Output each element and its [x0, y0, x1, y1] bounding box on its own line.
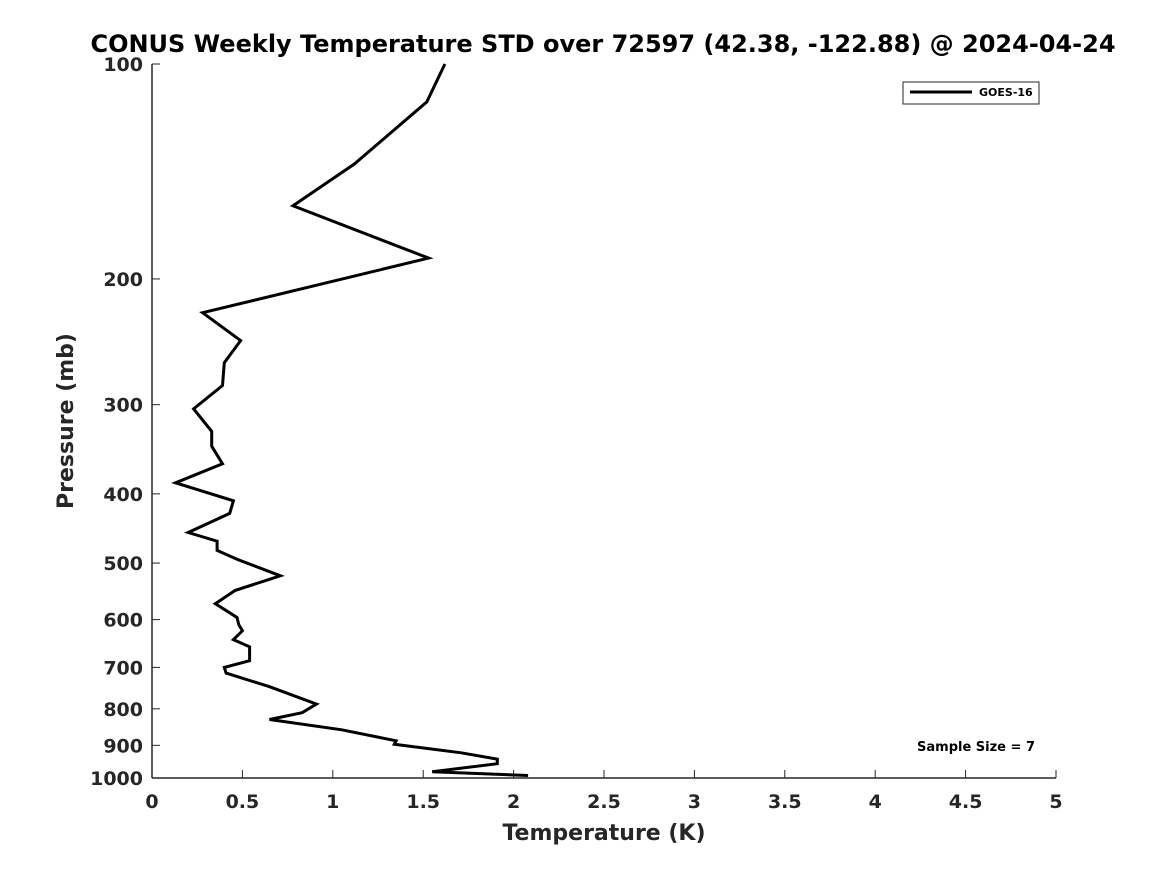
y-tick-label: 700: [103, 657, 143, 679]
x-tick-label: 2.5: [587, 791, 621, 813]
y-axis-ticks: 100 200 300 400 500 600 700 800 900 1000: [90, 54, 160, 790]
x-tick-label: 4.5: [949, 791, 983, 813]
y-tick-label: 600: [103, 610, 143, 632]
y-tick-label: 300: [103, 395, 143, 417]
y-tick-label: 900: [103, 735, 143, 757]
x-tick-label: 4: [869, 791, 882, 813]
x-tick-label: 0: [145, 791, 158, 813]
series-lines: [171, 63, 529, 777]
x-tick-label: 2: [507, 791, 520, 813]
y-axis-label: Pressure (mb): [54, 333, 79, 509]
series-line-goes-16: [171, 63, 529, 777]
x-tick-label: 1.5: [406, 791, 440, 813]
y-tick-label: 800: [103, 699, 143, 721]
x-tick-label: 0.5: [226, 791, 260, 813]
y-tick-label: 500: [103, 553, 143, 575]
y-tick-label: 200: [103, 269, 143, 291]
y-tick-label: 1000: [90, 768, 143, 790]
x-axis-label: Temperature (K): [502, 821, 705, 846]
legend: GOES-16: [902, 81, 1040, 105]
sample-size-annotation: Sample Size = 7: [917, 740, 1035, 755]
y-tick-label: 100: [103, 54, 143, 76]
y-tick-label: 400: [103, 484, 143, 506]
axes-background: [152, 64, 1056, 778]
x-tick-label: 1: [326, 791, 339, 813]
x-tick-label: 3: [688, 791, 701, 813]
legend-label-goes-16: GOES-16: [979, 86, 1033, 99]
plot-area: 0 0.5 1 1.5 2 2.5 3 3.5 4 4.5 5 100 200 300 400 500 600…: [90, 54, 1063, 813]
chart-title: CONUS Weekly Temperature STD over 72597 …: [90, 30, 1115, 58]
x-tick-label: 5: [1049, 791, 1062, 813]
x-tick-label: 3.5: [768, 791, 802, 813]
x-axis-ticks: 0 0.5 1 1.5 2 2.5 3 3.5 4 4.5 5: [145, 770, 1063, 813]
